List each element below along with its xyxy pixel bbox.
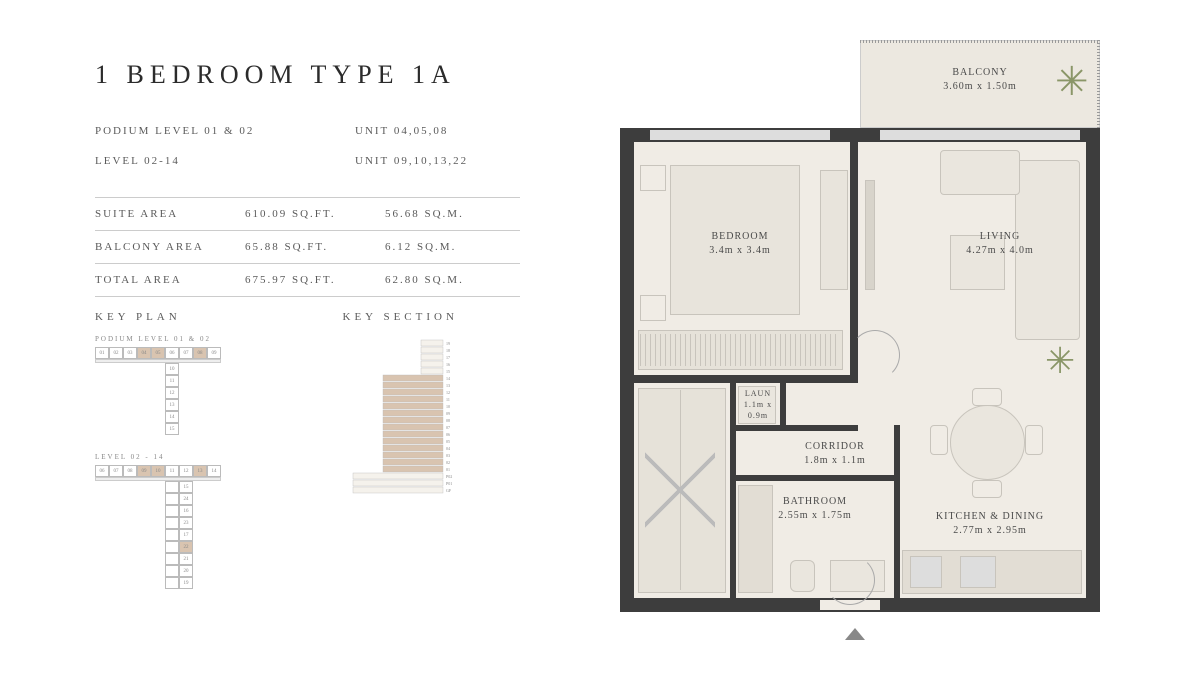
keyplan-building-2: 060708091011121314152416231722212019 [95, 465, 273, 589]
svg-text:P02: P02 [446, 474, 452, 479]
svg-text:03: 03 [446, 453, 450, 458]
chair [972, 480, 1002, 498]
level-row-1: PODIUM LEVEL 01 & 02 UNIT 04,05,08 [95, 125, 520, 137]
entry-arrow-icon [845, 628, 865, 640]
corridor-label: CORRIDOR 1.8m x 1.1m [775, 440, 895, 468]
svg-text:12: 12 [446, 390, 450, 395]
shower [738, 485, 773, 593]
laun-label: LAUN 1.1m x 0.9m [733, 388, 783, 422]
hob [960, 556, 996, 588]
chair [930, 425, 948, 455]
svg-text:09: 09 [446, 411, 450, 416]
svg-text:07: 07 [446, 425, 450, 430]
svg-text:04: 04 [446, 446, 450, 451]
floorplan-panel: ✳ BALCONY 3.60m x 1.50m [560, 0, 1200, 692]
tv-unit [865, 180, 875, 290]
info-panel: 1 BEDROOM TYPE 1A PODIUM LEVEL 01 & 02 U… [0, 0, 560, 692]
door-arc [850, 330, 900, 380]
kitchen-label: KITCHEN & DINING 2.77m x 2.95m [930, 510, 1050, 538]
floorplan: ✳ BALCONY 3.60m x 1.50m [600, 30, 1120, 630]
svg-text:01: 01 [446, 467, 450, 472]
nightstand [640, 165, 666, 191]
svg-text:11: 11 [446, 397, 450, 402]
svg-text:16: 16 [446, 362, 450, 367]
level-row-2: LEVEL 02-14 UNIT 09,10,13,22 [95, 155, 520, 167]
svg-text:10: 10 [446, 404, 450, 409]
plant-icon: ✳ [1055, 58, 1089, 105]
bathroom-label: BATHROOM 2.55m x 1.75m [755, 495, 875, 523]
door-arc [825, 555, 875, 605]
svg-text:19: 19 [446, 341, 450, 346]
area-row-total: TOTAL AREA 675.97 SQ.FT. 62.80 SQ.M. [95, 264, 520, 297]
living-label: LIVING 4.27m x 4.0m [940, 230, 1060, 258]
svg-text:08: 08 [446, 418, 450, 423]
svg-text:18: 18 [446, 348, 450, 353]
balcony-label: BALCONY 3.60m x 1.50m [920, 66, 1040, 94]
chair [1025, 425, 1043, 455]
page: 1 BEDROOM TYPE 1A PODIUM LEVEL 01 & 02 U… [0, 0, 1200, 692]
svg-text:06: 06 [446, 432, 450, 437]
keyplan-building-1: 010203040506070809101112131415 [95, 347, 273, 435]
svg-text:13: 13 [446, 383, 450, 388]
area-row-suite: SUITE AREA 610.09 SQ.FT. 56.68 SQ.M. [95, 198, 520, 231]
svg-text:15: 15 [446, 369, 450, 374]
toilet [790, 560, 815, 592]
wall-right [1086, 128, 1100, 612]
svg-text:17: 17 [446, 355, 450, 360]
key-section: KEY SECTION 1918171615141312111009080706… [343, 311, 521, 607]
key-plan: KEY PLAN PODIUM LEVEL 01 & 02 0102030405… [95, 311, 273, 607]
nightstand [640, 295, 666, 321]
svg-text:GF: GF [446, 488, 452, 493]
sink [910, 556, 942, 588]
svg-text:P01: P01 [446, 481, 452, 486]
plant-icon: ✳ [1045, 340, 1075, 382]
keys: KEY PLAN PODIUM LEVEL 01 & 02 0102030405… [95, 311, 520, 607]
svg-text:14: 14 [446, 376, 450, 381]
chair [972, 388, 1002, 406]
title: 1 BEDROOM TYPE 1A [95, 60, 520, 90]
sofa-2 [940, 150, 1020, 195]
balcony-rail [860, 40, 1100, 43]
svg-text:05: 05 [446, 439, 450, 444]
area-table: SUITE AREA 610.09 SQ.FT. 56.68 SQ.M. BAL… [95, 197, 520, 297]
dining-table [950, 405, 1025, 480]
svg-text:02: 02 [446, 460, 450, 465]
wall-left [620, 128, 634, 612]
wardrobe [820, 170, 848, 290]
bedroom-label: BEDROOM 3.4m x 3.4m [680, 230, 800, 258]
section-diagram: 19 18 17 16 15 14 13 12 11 10 09 08 07 06 05 04 03 02 01 P0… [343, 335, 463, 515]
area-row-balcony: BALCONY AREA 65.88 SQ.FT. 6.12 SQ.M. [95, 231, 520, 264]
